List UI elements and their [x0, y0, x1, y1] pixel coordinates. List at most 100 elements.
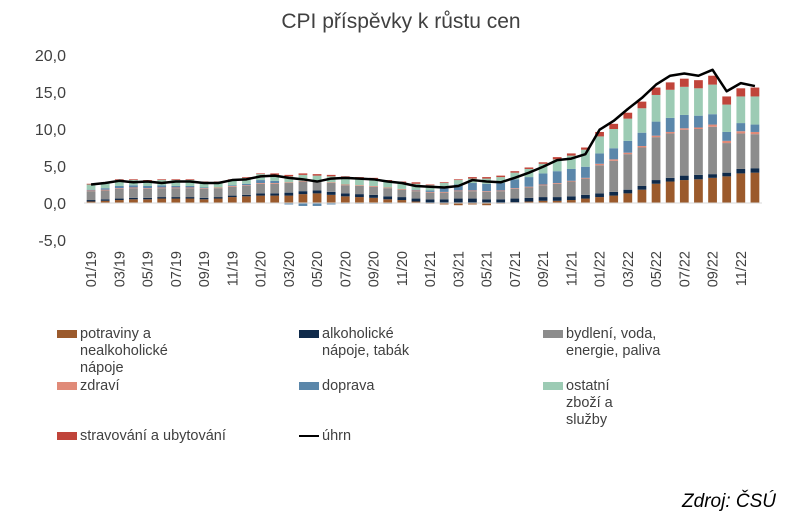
- bar-segment: [694, 80, 703, 89]
- bar-segment: [453, 203, 463, 206]
- bar-segment: [298, 194, 308, 203]
- bar-segment: [694, 88, 703, 116]
- bar-segment: [694, 174, 703, 180]
- bar-segment: [171, 185, 181, 188]
- bar-segment: [581, 166, 590, 178]
- x-tick-label: 11/21: [564, 251, 580, 286]
- bar-segment: [256, 180, 265, 184]
- bar-segment: [552, 183, 562, 198]
- bar-segment: [411, 201, 421, 203]
- bar-segment: [482, 199, 491, 203]
- bar-segment: [496, 190, 506, 192]
- bar-segment: [651, 87, 661, 95]
- y-tick-label: -5,0: [38, 233, 66, 250]
- bar-segment: [114, 180, 124, 186]
- bar-segment: [213, 198, 223, 203]
- bar-segment: [171, 198, 181, 203]
- bar-segment: [623, 154, 633, 190]
- bar-segment: [199, 199, 209, 203]
- x-tick-label: 01/19: [84, 251, 100, 287]
- bar-segment: [425, 199, 435, 203]
- bar-segment: [270, 174, 280, 181]
- bar-segment: [397, 200, 407, 203]
- bar-segment: [326, 174, 336, 177]
- bar-segment: [566, 200, 576, 203]
- bar-segment: [453, 184, 463, 191]
- legend-label-bydleni: bydlení, voda, energie, paliva: [566, 326, 661, 359]
- bar-segment: [524, 201, 534, 203]
- bar-segment: [199, 188, 209, 198]
- bar-segment: [524, 186, 534, 188]
- legend-item-uhrn: úhrn: [299, 428, 439, 445]
- x-tick-label: 05/20: [310, 251, 326, 287]
- bar-segment: [510, 179, 520, 189]
- bar-segment: [595, 193, 604, 198]
- bar-segment: [538, 163, 548, 174]
- bar-segment: [496, 191, 506, 200]
- bar-segment: [284, 203, 294, 205]
- bar-segment: [284, 192, 294, 196]
- x-tick-label: 09/22: [706, 251, 722, 287]
- bar-segment: [538, 184, 548, 186]
- bar-segment: [185, 188, 195, 198]
- bar-segment: [552, 157, 562, 160]
- bar-segment: [679, 86, 689, 115]
- legend-label-doprava: doprava: [322, 378, 375, 394]
- y-tick-label: 15,0: [35, 85, 66, 102]
- y-tick-label: 0,0: [44, 196, 66, 213]
- bar-segment: [736, 131, 746, 134]
- bar-segment: [679, 129, 689, 176]
- bar-segment: [679, 180, 689, 203]
- x-tick-label: 07/21: [508, 251, 524, 287]
- bar-segment: [524, 177, 534, 187]
- bar-segment: [439, 191, 449, 193]
- bar-segment: [750, 87, 760, 97]
- bar-segment: [284, 183, 294, 193]
- bar-segment: [227, 197, 237, 203]
- bar-segment: [651, 180, 661, 184]
- bar-segment: [383, 199, 393, 203]
- bar-segment: [171, 197, 181, 199]
- bar-segment: [566, 153, 576, 156]
- bar-segment: [637, 108, 647, 133]
- bar-segment: [736, 168, 746, 174]
- x-tick-label: 03/21: [451, 251, 467, 287]
- bar-segment: [538, 185, 548, 198]
- bar-segment: [609, 191, 619, 196]
- bar-segment: [425, 190, 435, 192]
- bar-segment: [637, 189, 647, 203]
- bar-segment: [510, 188, 520, 189]
- bar-segment: [694, 129, 703, 175]
- x-tick-label: 03/20: [282, 251, 298, 287]
- bar-segment: [468, 198, 477, 203]
- bar-segment: [439, 192, 449, 200]
- bar-segment: [581, 177, 590, 179]
- bar-segment: [453, 191, 463, 199]
- bar-segment: [86, 191, 96, 201]
- y-tick-label: 10,0: [35, 122, 66, 139]
- bar-segment: [609, 160, 619, 192]
- bar-segment: [171, 179, 181, 181]
- bar-segment: [538, 162, 548, 164]
- bar-segment: [595, 165, 604, 194]
- bar-segment: [609, 159, 619, 161]
- bar-segment: [665, 133, 675, 178]
- bar-segment: [199, 188, 209, 189]
- bar-segment: [609, 129, 619, 149]
- bar-segment: [312, 174, 322, 176]
- bar-segment: [439, 199, 449, 203]
- bar-segment: [496, 199, 506, 203]
- bar-segment: [171, 180, 181, 186]
- bar-segment: [679, 114, 689, 129]
- bar-segment: [298, 174, 308, 181]
- bar-segment: [510, 198, 520, 203]
- bar-segment: [609, 123, 619, 129]
- x-tick-label: 01/21: [423, 251, 439, 287]
- legend-label-stravovani: stravování a ubytování: [80, 428, 226, 444]
- bar-segment: [143, 188, 152, 189]
- bar-segment: [227, 195, 237, 198]
- bar-segment: [171, 188, 181, 198]
- bar-segment: [708, 177, 717, 203]
- bar-segment: [679, 128, 689, 130]
- bar-segment: [355, 197, 364, 203]
